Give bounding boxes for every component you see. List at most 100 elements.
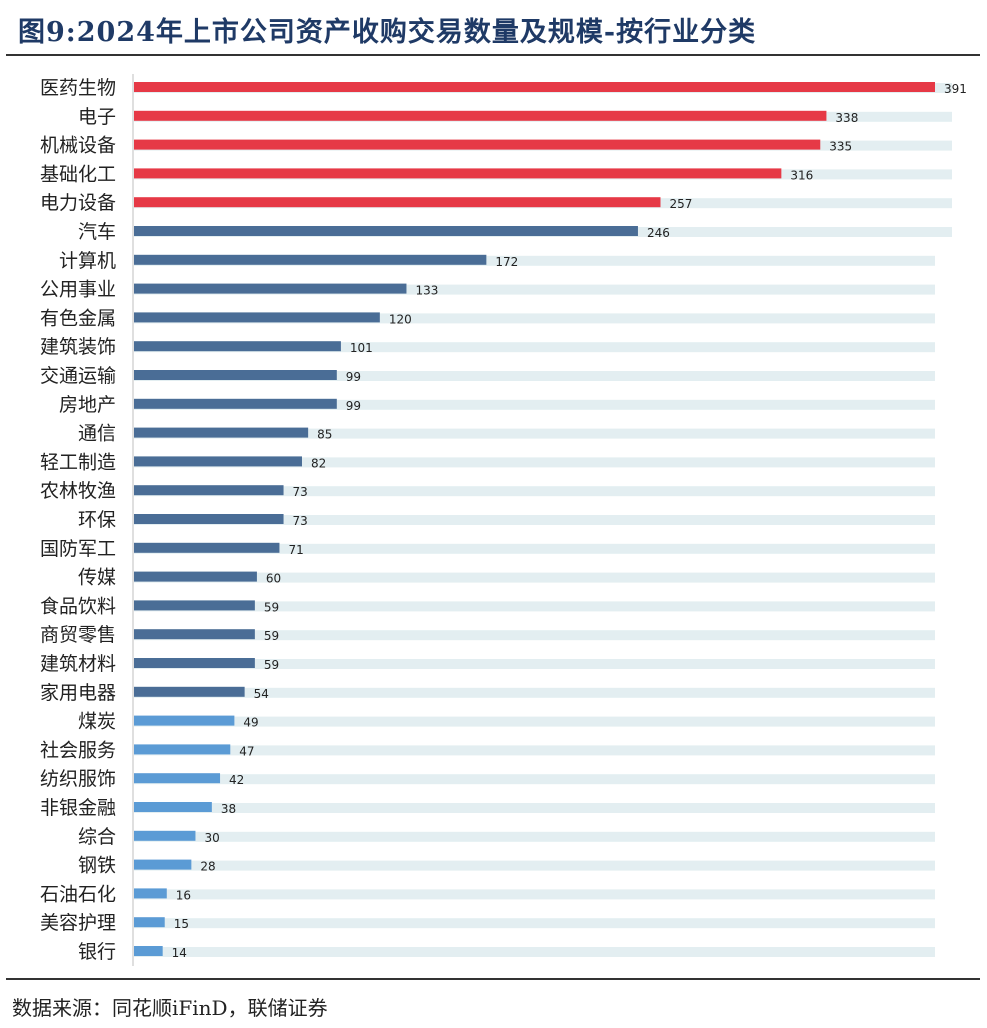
value-label: 59 [264,658,279,672]
category-label: 电子 [78,106,116,128]
bar [134,629,255,640]
bar [134,197,661,208]
category-label: 有色金属 [40,307,116,329]
value-label: 246 [647,226,670,240]
bar-track [134,543,935,554]
bar [134,859,192,870]
value-label: 335 [829,140,852,154]
bar [134,744,231,755]
value-label: 30 [204,831,219,845]
bar [134,254,487,265]
chart-title: 图9:2024年上市公司资产收购交易数量及规模-按行业分类 [18,17,757,48]
value-label: 316 [790,168,813,182]
value-label: 101 [350,341,373,355]
bar-track [134,947,935,957]
value-label: 16 [176,888,191,902]
category-label: 计算机 [59,250,116,272]
bar-track [134,687,935,698]
category-label: 食品饮料 [40,595,116,617]
bar-track [134,889,935,900]
value-label: 38 [221,802,236,816]
category-label: 轻工制造 [40,451,116,473]
category-label: 纺织服饰 [40,768,116,790]
bar [134,139,821,150]
value-label: 391 [944,82,967,96]
category-label: 美容护理 [40,912,116,934]
value-label: 59 [264,629,279,643]
bar [134,715,235,726]
bar [134,110,827,121]
bar [134,312,380,323]
value-label: 82 [311,456,326,470]
value-label: 73 [293,485,308,499]
category-label: 机械设备 [40,135,116,157]
bar [134,82,935,92]
bar [134,485,284,496]
footer-divider [6,978,980,980]
bar [134,946,163,956]
value-label: 99 [346,370,361,384]
category-label: 交通运输 [40,365,116,387]
category-label: 非银金融 [40,797,116,819]
bar-track [134,659,935,669]
value-label: 14 [172,946,187,960]
value-label: 42 [229,773,244,787]
bar [134,398,337,409]
category-label: 建筑材料 [40,653,116,675]
bar-track [134,313,935,324]
category-label: 传媒 [78,567,116,589]
bar-track [134,284,935,295]
bar [134,456,302,467]
value-label: 257 [669,197,692,211]
bar [134,600,255,611]
category-label: 银行 [78,941,116,963]
category-label: 电力设备 [40,192,116,214]
bar-track [134,515,935,525]
category-label: 钢铁 [78,855,116,877]
value-label: 172 [495,255,518,269]
category-label: 基础化工 [40,163,116,185]
bar [134,830,196,841]
category-label: 综合 [78,826,116,848]
category-label: 公用事业 [40,279,116,301]
bar [134,686,245,697]
data-bars [134,82,935,956]
category-label: 农林牧渔 [40,480,116,502]
bar [134,802,212,812]
bar-track [134,601,935,612]
bar-track [134,342,935,353]
value-label: 59 [264,600,279,614]
bar [134,571,257,582]
labels: 医药生物 391 电子 338 机械设备 335 基础化工 316 电力设备 257 汽车 246 计算… [40,77,967,963]
bar-track [134,428,935,439]
bar-track [134,803,935,813]
bar-track [134,457,935,468]
bar-track [134,774,935,785]
bar-track [134,716,935,727]
bar-track [134,486,935,497]
value-label: 71 [288,543,303,557]
bar [134,283,407,294]
bar [134,917,165,928]
bar-chart: 医药生物 391 电子 338 机械设备 335 基础化工 316 电力设备 257 汽车 246 计算… [40,74,967,966]
category-label: 国防军工 [40,538,116,560]
category-label: 房地产 [59,394,116,416]
value-label: 120 [389,312,412,326]
value-label: 73 [293,514,308,528]
bar [134,341,341,352]
value-label: 15 [174,917,189,931]
bar [134,888,167,899]
bar [134,427,309,438]
category-label: 建筑装饰 [40,336,116,358]
bar-track [134,572,935,583]
bar-track [134,630,935,641]
bar-track [134,255,935,266]
category-label: 汽车 [78,221,116,243]
bar-track [134,371,935,381]
bar [134,370,337,380]
bar [134,226,638,236]
value-label: 28 [200,860,215,874]
value-label: 49 [243,716,258,730]
bar [134,514,284,524]
bar [134,168,782,179]
